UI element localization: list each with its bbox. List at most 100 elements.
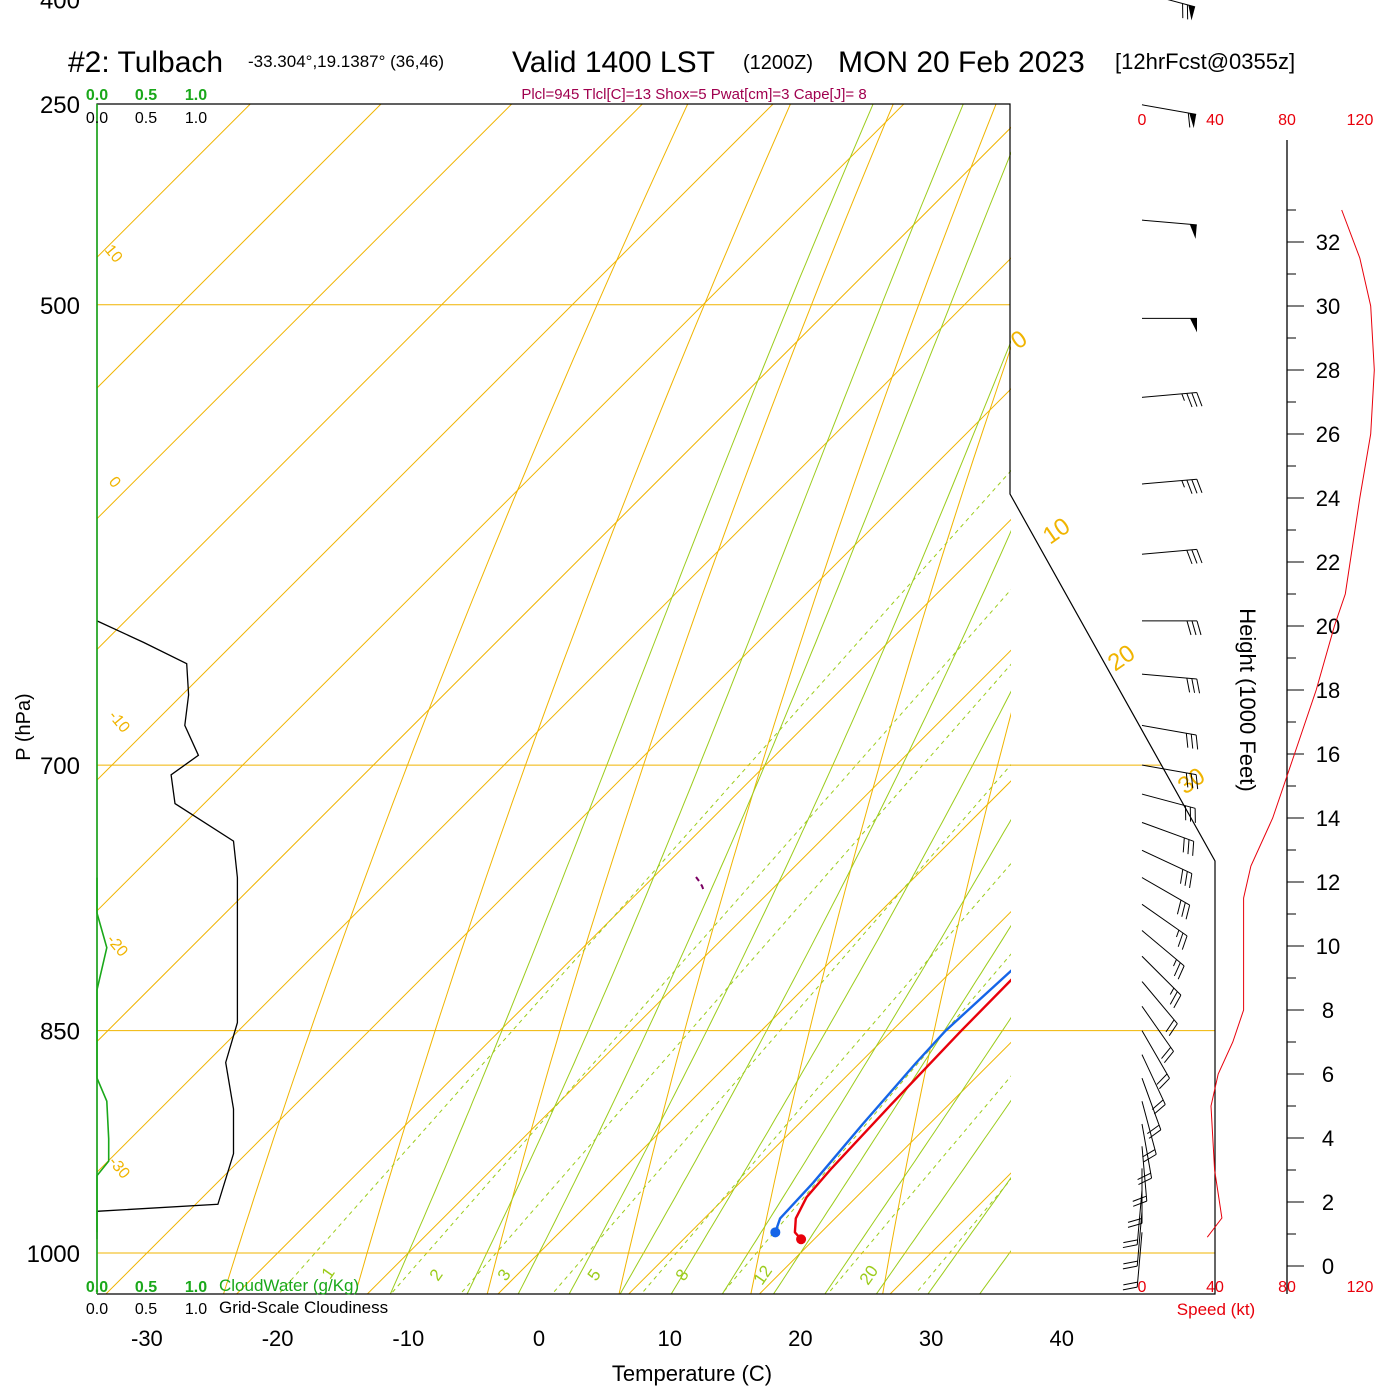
wind-barb-flag <box>1143 1153 1157 1163</box>
wind-barb-flag <box>1127 1222 1143 1228</box>
surface-temperature-marker <box>796 1234 807 1245</box>
dry-adiabat-line <box>618 104 997 1294</box>
wind-barb-flag <box>1185 772 1189 788</box>
wind-barb-staff <box>1141 548 1197 555</box>
wind-barb-staff <box>1141 1077 1162 1130</box>
mixing-ratio-label: 12 <box>750 1262 776 1288</box>
wind-barb <box>1167 0 1196 21</box>
wind-barb-flag <box>1196 620 1202 636</box>
isotherm-line <box>97 104 252 259</box>
cloud-water-profile-line <box>96 877 110 1233</box>
height-tick-label: 0 <box>1322 1254 1334 1279</box>
wind-barb-flag <box>1173 994 1182 1009</box>
x-tick-label: 10 <box>657 1326 681 1351</box>
wind-barb <box>1141 1030 1170 1090</box>
height-tick-label: 24 <box>1316 486 1340 511</box>
x-tick-label: 0 <box>533 1326 545 1351</box>
surface-dewpoint-marker <box>770 1227 781 1238</box>
wind-barb-half-flag <box>1169 987 1175 995</box>
isotherm-line <box>97 257 1011 1173</box>
x-tick-label: 20 <box>788 1326 812 1351</box>
forecast-info: [12hrFcst@0355z] <box>1115 49 1295 74</box>
wind-barb-flag <box>1148 1129 1162 1139</box>
cloud-panel: 0.0 0.5 1.0 0.0 0.5 1.0 0.0 0.5 1.0 0.0 0.5 1.0 <box>86 87 239 1318</box>
dry-adiabat-line <box>486 104 894 1294</box>
wind-speed-profile-line <box>1206 209 1375 1238</box>
mixing-ratio-label: 20 <box>856 1262 882 1288</box>
mixing-ratio-line <box>278 469 1011 1294</box>
wind-barb <box>1141 219 1197 239</box>
wind-barb-flag <box>1191 479 1198 494</box>
cloud-water-scale-label: 0.5 <box>135 87 157 104</box>
wind-speed-scale-label: 120 <box>1347 112 1374 129</box>
wind-barb <box>1141 1054 1166 1115</box>
cloud-water-scale-label: 1.0 <box>185 1279 207 1296</box>
wind-barb-flag <box>1186 393 1193 408</box>
wind-barb-flag <box>1185 904 1191 920</box>
wind-speed-label: Speed (kt) <box>1177 1300 1255 1319</box>
dry-adiabat-line <box>222 104 689 1294</box>
isotherm-line <box>627 910 1011 1294</box>
sounding-profiles <box>774 969 1011 1241</box>
axes-labels: -30-20-100102030402503004005007008501000 <box>27 0 1074 1351</box>
cloudiness-label: Grid-Scale Cloudiness <box>219 1298 388 1317</box>
wind-speed-scale-label: 120 <box>1347 1279 1374 1296</box>
mixing-ratio-label: 5 <box>584 1266 605 1285</box>
dry-adiabat-line <box>1006 0 1400 1358</box>
height-axis-title: Height (1000 Feet) <box>1235 608 1260 791</box>
height-tick-label: 12 <box>1316 870 1340 895</box>
height-tick-label: 32 <box>1316 230 1340 255</box>
height-tick-label: 6 <box>1322 1062 1334 1087</box>
wind-barb-flag <box>1190 734 1194 749</box>
wind-barbs <box>1122 0 1203 1291</box>
mixing-ratio-line <box>459 663 1011 1294</box>
wind-speed-panel: 0246810121416182022242628303200404080801… <box>1138 112 1375 1296</box>
y-axis-title: P (hPa) <box>13 693 35 760</box>
wind-barb-flag <box>1189 873 1193 889</box>
wind-barb-staff <box>1141 822 1194 842</box>
moist-adiabat-line <box>568 340 1011 1294</box>
isotherm-line <box>97 126 1011 1043</box>
x-tick-label: -30 <box>131 1326 163 1351</box>
isotherm-line <box>366 649 1011 1294</box>
x-tick-label: 30 <box>919 1326 943 1351</box>
wind-barb-flag <box>1173 962 1181 977</box>
isotherm-line <box>97 104 905 912</box>
wind-barb-flag <box>1165 1019 1175 1033</box>
wind-barb-staff <box>1141 1006 1174 1052</box>
wind-barb-flag <box>1122 1286 1138 1291</box>
mixing-ratio-label: 2 <box>426 1266 447 1285</box>
wind-barb-staff <box>1141 392 1197 398</box>
pressure-tick-label: 500 <box>40 293 80 320</box>
wind-barb-staff <box>1141 981 1178 1024</box>
moist-adiabat-line <box>875 1099 1011 1294</box>
wind-barb <box>1141 903 1188 950</box>
wind-barb-staff <box>1141 903 1188 937</box>
wind-barb-staff <box>1141 1054 1166 1105</box>
wind-barb <box>1122 1189 1143 1249</box>
wind-barb-staff <box>1141 955 1182 996</box>
isotherm-line <box>97 104 644 651</box>
wind-barb-half-flag <box>1176 929 1180 938</box>
wind-barb-flag <box>1123 1239 1138 1244</box>
wind-barb <box>1141 1006 1174 1063</box>
height-tick-label: 2 <box>1322 1190 1334 1215</box>
wind-barb-flag <box>1191 620 1197 636</box>
wind-barb-staff <box>1141 1146 1148 1202</box>
wind-barb <box>1141 877 1191 920</box>
height-tick-label: 8 <box>1322 998 1334 1023</box>
wind-speed-scale-label: 40 <box>1206 112 1224 129</box>
wind-barb-flag <box>1181 935 1188 950</box>
wind-barb <box>1141 478 1203 494</box>
wind-barb-flag <box>1176 899 1182 915</box>
station-title: #2: Tulbach <box>68 46 223 79</box>
temperature-profile-line <box>793 978 1011 1241</box>
isotherm-line <box>497 780 1011 1294</box>
wind-barb <box>1141 981 1178 1036</box>
cloud-water-scale-label: 1.0 <box>185 87 207 104</box>
valid-date: MON 20 Feb 2023 <box>838 46 1085 79</box>
wind-barb-half-flag <box>1181 480 1185 488</box>
cloudiness-scale-label: 1.0 <box>185 110 207 127</box>
wind-barb-flag <box>1195 774 1199 790</box>
isotherm-line <box>235 518 1011 1294</box>
